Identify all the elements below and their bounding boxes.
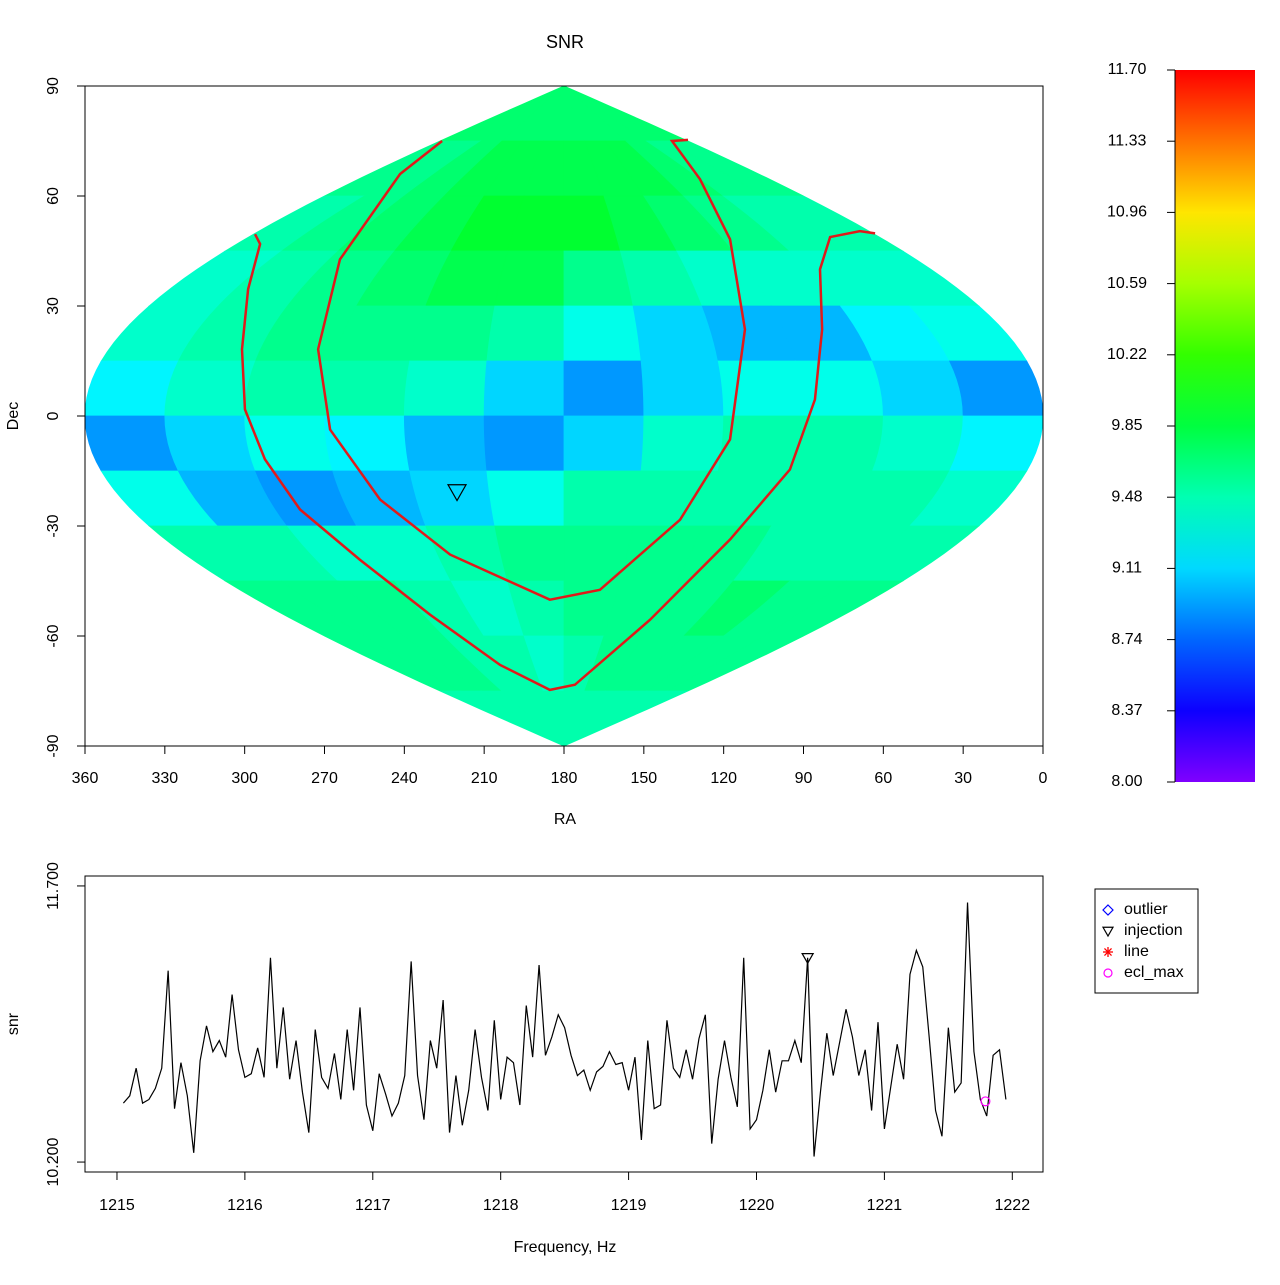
y-tick-label: 0 — [45, 411, 62, 420]
x-axis-label: Frequency, Hz — [514, 1239, 617, 1256]
heatmap-cell — [794, 360, 884, 417]
heatmap-cell — [483, 415, 565, 472]
heatmap-cell — [563, 470, 642, 527]
marker — [446, 484, 468, 502]
heatmap-cell — [871, 415, 964, 472]
heatmap-cell — [244, 360, 334, 417]
x-tick-label: 1217 — [355, 1197, 391, 1214]
heatmap-cell — [563, 690, 689, 747]
y-tick-label: 11.700 — [45, 862, 62, 910]
x-tick-label: 1222 — [995, 1197, 1031, 1214]
y-tick-label: 10.200 — [45, 1137, 62, 1186]
y-tick-label: -90 — [45, 734, 62, 757]
y-tick-label: 90 — [45, 77, 62, 95]
colorbar-tick-label: 10.59 — [1107, 275, 1147, 292]
colorbar-tick-label: 11.70 — [1108, 61, 1147, 78]
legend-label: injection — [1124, 922, 1183, 939]
x-tick-label: 300 — [231, 770, 258, 787]
colorbar-tick-label: 8.37 — [1111, 702, 1142, 719]
line — [122, 902, 1007, 1157]
heatmap-cell — [324, 415, 411, 472]
y-tick-label: -30 — [45, 514, 62, 537]
x-tick-label: 240 — [391, 770, 418, 787]
colorbar-tick-label: 10.96 — [1107, 204, 1147, 221]
legend-label: line — [1124, 943, 1149, 960]
heatmap-cell — [84, 415, 180, 472]
legend-label: outlier — [1124, 901, 1168, 918]
x-tick-label: 1216 — [227, 1197, 263, 1214]
colorbar-tick-label: 10.22 — [1107, 346, 1147, 363]
sky-map — [84, 85, 1044, 747]
heatmap-cell — [563, 305, 642, 362]
x-tick-label: 120 — [710, 770, 737, 787]
colorbar — [1175, 70, 1255, 782]
heatmap-cell — [486, 305, 565, 362]
x-tick-label: 270 — [311, 770, 338, 787]
heatmap-cell — [794, 415, 884, 472]
heatmap-cell — [409, 470, 496, 527]
marker-stroke — [1104, 948, 1112, 956]
x-tick-label: 1220 — [739, 1197, 775, 1214]
marker — [1101, 926, 1115, 938]
heatmap-cell — [563, 360, 645, 417]
curve — [316, 138, 747, 602]
heatmap-cell — [640, 360, 725, 417]
marker — [1103, 968, 1113, 978]
colorbar-tick-label: 11.33 — [1108, 132, 1147, 149]
x-tick-label: 90 — [795, 770, 813, 787]
heatmap-cell — [640, 415, 725, 472]
x-tick-label: 60 — [874, 770, 892, 787]
heatmap-cell — [483, 360, 565, 417]
chart-title: SNR — [546, 32, 584, 52]
x-axis-label: RA — [554, 811, 577, 828]
heatmap-cell — [164, 415, 257, 472]
y-axis-label: snr — [5, 1012, 22, 1035]
x-tick-label: 330 — [151, 770, 178, 787]
x-tick-label: 1218 — [483, 1197, 519, 1214]
x-tick-label: 180 — [551, 770, 578, 787]
x-tick-label: 0 — [1039, 770, 1048, 787]
x-tick-label: 1221 — [867, 1197, 903, 1214]
x-tick-label: 150 — [630, 770, 657, 787]
heatmap-cell — [403, 415, 488, 472]
heatmap-cell — [948, 415, 1044, 472]
marker — [801, 953, 815, 965]
y-tick-label: -60 — [45, 624, 62, 647]
colorbar-tick-label: 8.74 — [1111, 631, 1142, 648]
heatmap-cell — [403, 360, 488, 417]
heatmap-cell — [494, 250, 565, 307]
legend-box — [1094, 888, 1199, 994]
x-tick-label: 1219 — [611, 1197, 647, 1214]
heatmap-cell — [324, 360, 411, 417]
curve — [240, 229, 876, 692]
colorbar-tick-label: 9.11 — [1112, 560, 1142, 577]
x-tick-label: 30 — [954, 770, 972, 787]
marker — [980, 1096, 991, 1107]
y-axis-label: Dec — [5, 402, 22, 430]
x-tick-label: 210 — [471, 770, 498, 787]
heatmap-cell — [717, 360, 804, 417]
legend-label: ecl_max — [1124, 964, 1184, 981]
plot-frame — [84, 875, 1044, 1173]
colorbar-tick-label: 9.85 — [1111, 417, 1142, 434]
colorbar-tick-label: 9.48 — [1111, 488, 1142, 505]
x-tick-label: 360 — [72, 770, 99, 787]
heatmap-cell — [84, 360, 180, 417]
marker — [1102, 904, 1114, 916]
heatmap-cell — [871, 360, 964, 417]
heatmap-cell — [563, 415, 645, 472]
x-tick-label: 1215 — [99, 1197, 135, 1214]
heatmap-cell — [486, 470, 565, 527]
heatmap-cell — [948, 360, 1044, 417]
marker — [1103, 947, 1113, 957]
heatmap-cell — [494, 525, 565, 582]
heatmap-cell — [409, 305, 496, 362]
y-tick-label: 60 — [45, 187, 62, 205]
y-tick-label: 30 — [45, 297, 62, 315]
colorbar-tick-label: 8.00 — [1111, 773, 1142, 790]
